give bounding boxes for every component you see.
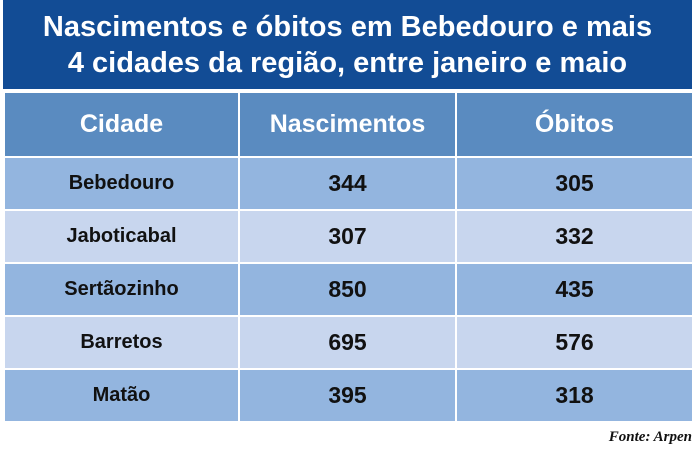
table-row: Barretos 695 576 [3, 315, 694, 370]
column-header: Cidade [3, 91, 240, 158]
city-cell: Bebedouro [3, 156, 240, 211]
number-cell: 305 [455, 156, 694, 211]
number-cell: 318 [455, 368, 694, 423]
number-cell: 576 [455, 315, 694, 370]
city-cell: Jaboticabal [3, 209, 240, 264]
table-row: Matão 395 318 [3, 368, 694, 423]
city-cell: Matão [3, 368, 240, 423]
number-cell: 307 [238, 209, 457, 264]
table-row: Bebedouro 344 305 [3, 156, 694, 211]
title-line: Nascimentos e óbitos em Bebedouro e mais [42, 11, 653, 43]
table-row: Jaboticabal 307 332 [3, 209, 694, 264]
header-row: Cidade Nascimentos Óbitos [3, 91, 694, 158]
number-cell: 395 [238, 368, 457, 423]
data-table: Cidade Nascimentos Óbitos Bebedouro 344 305 J… [3, 91, 694, 423]
column-header: Nascimentos [238, 91, 457, 158]
table-row: Sertãozinho 850 435 [3, 262, 694, 317]
city-cell: Sertãozinho [3, 262, 240, 317]
column-header: Óbitos [455, 91, 694, 158]
number-cell: 435 [455, 262, 694, 317]
source-note: Fonte: Arpen [608, 429, 692, 445]
number-cell: 850 [238, 262, 457, 317]
number-cell: 695 [238, 315, 457, 370]
title-line: 4 cidades da região, entre janeiro e mai… [67, 47, 628, 79]
city-cell: Barretos [3, 315, 240, 370]
table-body: Bebedouro 344 305 Jaboticabal 307 332 Sertãozi… [3, 156, 694, 423]
number-cell: 344 [238, 156, 457, 211]
title-banner: Nascimentos e óbitos em Bebedouro e mais… [3, 0, 692, 89]
number-cell: 332 [455, 209, 694, 264]
